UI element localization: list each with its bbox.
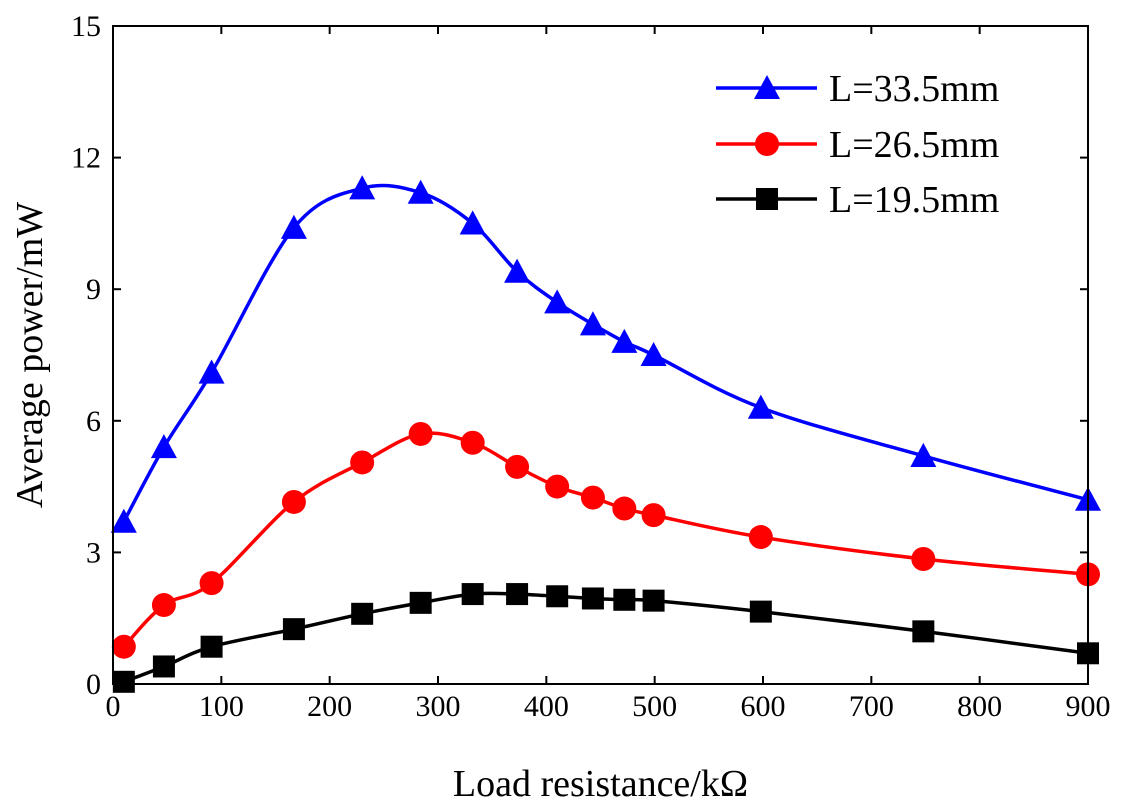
data-point bbox=[459, 210, 486, 235]
legend-label: L=19.5mm bbox=[829, 179, 999, 221]
x-tick-label: 200 bbox=[307, 690, 352, 723]
x-tick-label: 300 bbox=[416, 690, 461, 723]
x-tick-label: 500 bbox=[632, 690, 677, 723]
data-point bbox=[613, 588, 636, 611]
data-point bbox=[151, 593, 176, 618]
data-point bbox=[281, 489, 306, 514]
x-tick-label: 100 bbox=[199, 690, 244, 723]
legend-marker bbox=[755, 132, 779, 156]
x-tick-label: 700 bbox=[849, 690, 894, 723]
data-point bbox=[351, 602, 374, 625]
data-point bbox=[111, 634, 136, 659]
data-point bbox=[579, 311, 606, 336]
legend: L=33.5mm L=26.5mm L=19.5mm bbox=[716, 68, 999, 221]
data-point bbox=[504, 258, 531, 283]
legend-label: L=33.5mm bbox=[829, 68, 999, 110]
y-tick-label: 3 bbox=[86, 536, 101, 569]
data-point bbox=[642, 589, 665, 612]
y-tick-label: 15 bbox=[71, 10, 101, 43]
data-point bbox=[911, 546, 936, 571]
series-line bbox=[122, 431, 1089, 648]
legend-entry: L=33.5mm bbox=[716, 68, 999, 110]
data-point bbox=[198, 359, 225, 384]
data-point bbox=[747, 394, 774, 419]
data-point bbox=[544, 289, 571, 314]
data-point bbox=[110, 508, 137, 533]
legend-marker bbox=[754, 75, 780, 100]
data-point bbox=[749, 600, 772, 623]
series-layer bbox=[110, 175, 1101, 693]
x-tick-label: 400 bbox=[524, 690, 569, 723]
data-point bbox=[611, 328, 638, 353]
data-point bbox=[200, 635, 223, 658]
data-point bbox=[409, 591, 432, 614]
series-line bbox=[122, 183, 1089, 523]
data-point bbox=[150, 434, 177, 459]
data-point bbox=[505, 454, 530, 479]
data-point bbox=[282, 618, 305, 641]
data-point bbox=[407, 179, 434, 204]
legend-label: L=26.5mm bbox=[829, 124, 999, 166]
y-tick-label: 0 bbox=[86, 668, 101, 701]
data-point bbox=[199, 571, 224, 596]
data-point bbox=[581, 587, 604, 610]
legend-marker bbox=[756, 188, 778, 210]
x-tick-label: 600 bbox=[741, 690, 786, 723]
x-tick-label: 0 bbox=[106, 690, 121, 723]
x-axis-title: Load resistance/kΩ bbox=[453, 763, 748, 805]
data-point bbox=[612, 496, 637, 521]
data-point bbox=[349, 175, 376, 200]
plot-frame bbox=[112, 25, 1089, 685]
axis-ticks: 0 100 200 300 400 500 600 700 800 900 0 3 6 9 12 15 bbox=[71, 10, 1111, 723]
series-square bbox=[112, 583, 1099, 693]
data-point bbox=[545, 474, 570, 499]
data-point bbox=[152, 655, 175, 678]
data-point bbox=[546, 585, 569, 608]
legend-entry: L=26.5mm bbox=[716, 124, 999, 166]
data-point bbox=[460, 430, 485, 455]
series-line bbox=[123, 591, 1089, 684]
y-tick-label: 12 bbox=[71, 142, 101, 175]
series-circle bbox=[111, 421, 1100, 659]
data-point bbox=[748, 525, 773, 550]
x-tick-label: 800 bbox=[957, 690, 1002, 723]
data-point bbox=[112, 670, 135, 693]
data-point bbox=[280, 214, 307, 239]
data-point bbox=[640, 342, 667, 367]
y-axis-title: Average power/mW bbox=[9, 202, 51, 508]
data-point bbox=[408, 421, 433, 446]
data-point bbox=[910, 442, 937, 467]
data-point bbox=[461, 583, 484, 606]
data-point bbox=[506, 583, 529, 606]
y-tick-label: 6 bbox=[86, 405, 101, 438]
data-point bbox=[350, 450, 375, 475]
y-tick-label: 9 bbox=[86, 273, 101, 306]
data-point bbox=[912, 620, 935, 643]
data-point bbox=[641, 503, 666, 528]
x-tick-label: 900 bbox=[1066, 690, 1111, 723]
legend-entry: L=19.5mm bbox=[716, 179, 999, 221]
series-triangle bbox=[110, 175, 1101, 533]
data-point bbox=[580, 485, 605, 510]
